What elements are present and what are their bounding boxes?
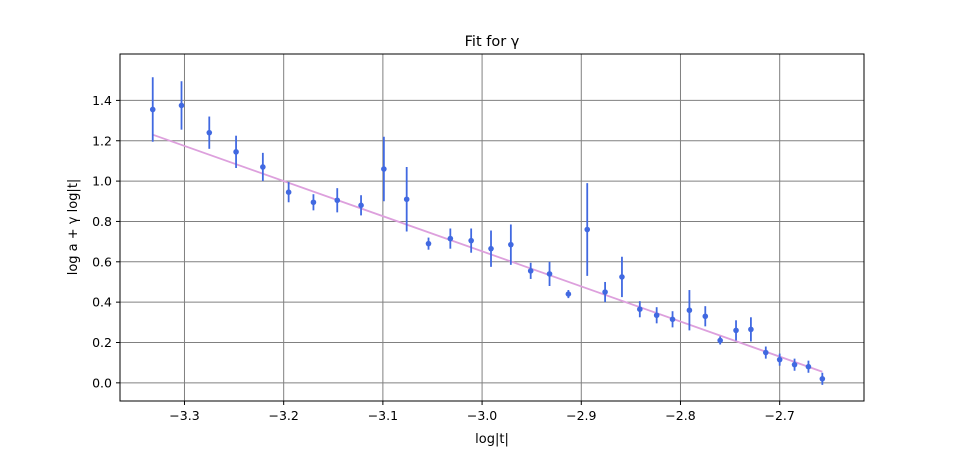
y-tick-label: 1.2 bbox=[92, 133, 112, 148]
x-tick-label: −3.2 bbox=[269, 408, 299, 423]
data-point bbox=[206, 129, 213, 136]
data-point bbox=[733, 327, 739, 334]
data-point bbox=[285, 189, 292, 195]
x-tick-label: −3.0 bbox=[467, 408, 497, 423]
data-point bbox=[334, 197, 341, 204]
data-point bbox=[717, 337, 723, 344]
x-tick-label: −2.9 bbox=[566, 408, 596, 423]
y-tick-label: 0.6 bbox=[92, 254, 112, 269]
y-axis-label: log a + γ log|t| bbox=[66, 179, 81, 276]
x-axis-label: log|t| bbox=[475, 432, 509, 447]
x-tick-label: −3.3 bbox=[169, 408, 199, 423]
plot-background bbox=[120, 54, 864, 401]
data-point bbox=[358, 202, 364, 209]
data-point bbox=[637, 306, 643, 313]
data-point bbox=[403, 196, 410, 203]
data-point bbox=[233, 149, 239, 155]
x-tick-label: −3.1 bbox=[368, 408, 398, 423]
y-tick-label: 0.0 bbox=[92, 375, 112, 390]
data-point bbox=[748, 326, 754, 333]
data-point bbox=[488, 245, 494, 252]
fit-line bbox=[152, 133, 823, 373]
x-tick-label: −2.7 bbox=[765, 408, 795, 423]
y-tick-label: 0.2 bbox=[92, 335, 112, 350]
data-point bbox=[425, 240, 432, 247]
data-point bbox=[762, 349, 769, 356]
y-tick-label: 1.0 bbox=[92, 174, 112, 189]
y-tick-label: 0.8 bbox=[92, 214, 112, 229]
data-point bbox=[260, 164, 266, 170]
data-point bbox=[702, 313, 709, 320]
data-layer bbox=[149, 77, 826, 385]
ticks: −3.3 −3.2 −3.1 −3.0 −2.9 −2.8 −2.7 0.0 0.2 0.4 0.6… bbox=[92, 93, 795, 423]
data-point bbox=[447, 235, 454, 242]
data-point bbox=[602, 289, 608, 295]
data-point bbox=[527, 268, 534, 274]
data-point bbox=[791, 361, 798, 368]
data-point bbox=[149, 106, 156, 113]
data-point bbox=[619, 274, 625, 280]
plot-frame bbox=[119, 53, 865, 402]
data-point bbox=[546, 271, 553, 277]
data-point bbox=[686, 307, 693, 314]
grid bbox=[120, 54, 864, 401]
x-tick-label: −2.8 bbox=[665, 408, 695, 423]
data-point bbox=[669, 316, 676, 323]
chart-title: Fit for γ bbox=[465, 34, 520, 50]
data-point bbox=[565, 291, 572, 297]
data-point bbox=[381, 166, 387, 172]
data-point bbox=[178, 102, 185, 109]
y-tick-label: 0.4 bbox=[92, 295, 112, 310]
data-point bbox=[310, 199, 317, 206]
data-point bbox=[805, 363, 812, 370]
data-point bbox=[653, 312, 660, 319]
data-point bbox=[468, 237, 474, 244]
y-tick-label: 1.4 bbox=[92, 93, 112, 108]
data-point bbox=[776, 356, 783, 363]
data-point bbox=[819, 376, 826, 382]
data-point bbox=[508, 241, 514, 248]
data-point bbox=[584, 226, 591, 233]
